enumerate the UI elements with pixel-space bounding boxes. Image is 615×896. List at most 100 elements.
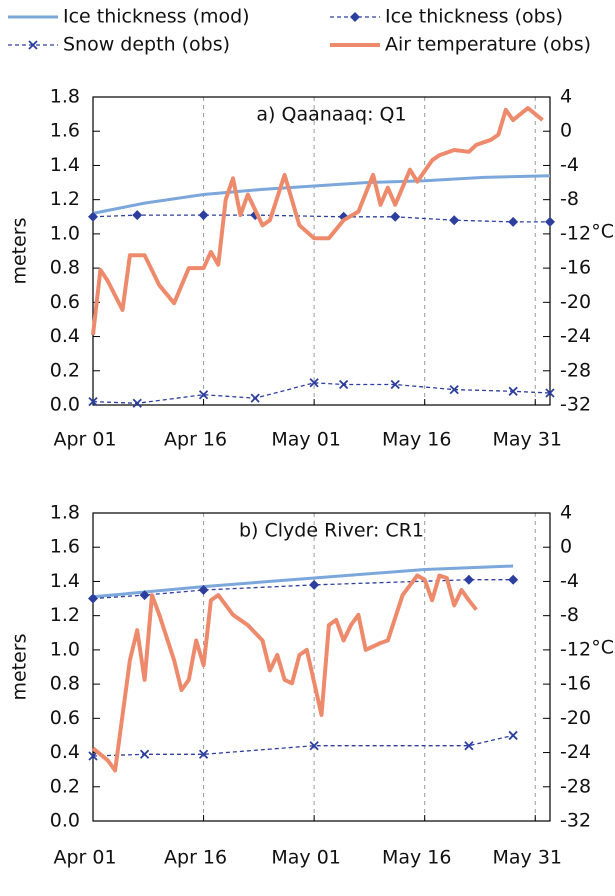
panel-title: b) Clyde River: CR1 bbox=[239, 520, 424, 542]
marker bbox=[508, 730, 518, 741]
series-line bbox=[92, 579, 514, 600]
marker bbox=[508, 386, 518, 396]
y-tick-label: 1.2 bbox=[50, 188, 80, 210]
y2-tick-label: -12 bbox=[560, 638, 591, 660]
y2-axis-label: °C bbox=[591, 220, 614, 242]
series-line bbox=[92, 174, 551, 215]
y2-tick-label: -24 bbox=[560, 741, 591, 763]
y2-tick-label: -4 bbox=[560, 570, 579, 592]
x-tick-label: May 01 bbox=[271, 847, 341, 869]
y-tick-label: 0.8 bbox=[50, 673, 80, 695]
marker bbox=[198, 390, 209, 400]
x-tick-label: May 31 bbox=[493, 847, 563, 869]
legend-label: Air temperature (obs) bbox=[385, 34, 591, 56]
series-line bbox=[92, 734, 514, 757]
legend-label: Ice thickness (obs) bbox=[385, 6, 563, 28]
y2-tick-label: -28 bbox=[560, 359, 591, 381]
y-tick-label: 1.4 bbox=[50, 570, 80, 592]
y-tick-label: 1.0 bbox=[50, 638, 80, 660]
y2-tick-label: -32 bbox=[560, 394, 591, 416]
x-tick-label: May 31 bbox=[493, 429, 563, 451]
marker bbox=[309, 579, 320, 590]
y-tick-label: 1.4 bbox=[50, 154, 80, 176]
marker bbox=[508, 216, 519, 227]
marker bbox=[88, 211, 98, 222]
y-tick-label: 1.0 bbox=[50, 222, 80, 244]
marker bbox=[508, 574, 519, 585]
marker bbox=[449, 215, 460, 226]
legend-marker bbox=[28, 40, 38, 50]
legend-label: Ice thickness (mod) bbox=[63, 6, 250, 28]
y-tick-label: 0.6 bbox=[50, 707, 80, 729]
marker bbox=[390, 211, 401, 222]
marker bbox=[88, 396, 98, 407]
legend-label: Snow depth (obs) bbox=[63, 34, 230, 56]
y-tick-label: 0.4 bbox=[50, 325, 80, 347]
marker bbox=[545, 388, 555, 398]
marker bbox=[250, 393, 260, 403]
series-line bbox=[91, 573, 478, 773]
marker bbox=[449, 384, 459, 395]
y-tick-label: 1.2 bbox=[50, 604, 80, 626]
legend-marker bbox=[350, 12, 360, 22]
marker bbox=[198, 210, 209, 221]
series-line bbox=[92, 382, 551, 404]
y-tick-label: 0.6 bbox=[50, 291, 80, 313]
y2-tick-label: -12 bbox=[560, 222, 591, 244]
marker bbox=[132, 210, 143, 221]
y-tick-label: 0.2 bbox=[50, 775, 80, 797]
y2-tick-label: -8 bbox=[560, 188, 579, 210]
y-tick-label: 1.8 bbox=[50, 502, 80, 524]
x-tick-label: Apr 01 bbox=[53, 429, 116, 451]
y-tick-label: 0.0 bbox=[50, 810, 80, 832]
marker bbox=[309, 741, 319, 751]
y2-tick-label: -28 bbox=[560, 775, 591, 797]
marker bbox=[88, 593, 98, 604]
marker bbox=[464, 741, 474, 751]
y2-tick-label: 0 bbox=[560, 120, 572, 142]
marker bbox=[88, 751, 98, 761]
y-tick-label: 0.8 bbox=[50, 257, 80, 279]
y2-tick-label: -24 bbox=[560, 325, 591, 347]
x-tick-label: Apr 01 bbox=[53, 847, 116, 869]
panel-title: a) Qaanaaq: Q1 bbox=[256, 104, 406, 126]
marker bbox=[309, 378, 319, 388]
y-axis-label: meters bbox=[9, 217, 31, 284]
y2-tick-label: 4 bbox=[560, 502, 572, 524]
marker bbox=[139, 749, 150, 759]
y-tick-label: 0.2 bbox=[50, 359, 80, 381]
marker bbox=[545, 216, 555, 227]
series-line bbox=[92, 564, 514, 599]
y-tick-label: 0.0 bbox=[50, 394, 80, 416]
series-line bbox=[91, 106, 544, 336]
x-tick-label: Apr 16 bbox=[164, 429, 227, 451]
y-tick-label: 1.6 bbox=[50, 536, 80, 558]
marker bbox=[198, 749, 209, 759]
y2-tick-label: -4 bbox=[560, 154, 579, 176]
y2-tick-label: -32 bbox=[560, 810, 591, 832]
y-tick-label: 1.6 bbox=[50, 120, 80, 142]
y-tick-label: 1.8 bbox=[50, 86, 80, 108]
y-tick-label: 0.4 bbox=[50, 741, 80, 763]
y2-tick-label: -20 bbox=[560, 707, 591, 729]
y2-axis-label: °C bbox=[591, 636, 614, 658]
y2-tick-label: -20 bbox=[560, 291, 591, 313]
marker bbox=[338, 379, 349, 390]
y2-tick-label: 4 bbox=[560, 86, 572, 108]
marker bbox=[390, 379, 400, 390]
y2-tick-label: -16 bbox=[560, 257, 591, 279]
y-axis-label: meters bbox=[9, 633, 31, 700]
x-tick-label: Apr 16 bbox=[164, 847, 227, 869]
x-tick-label: May 01 bbox=[271, 429, 341, 451]
plot-frame bbox=[92, 512, 551, 822]
marker bbox=[132, 398, 142, 408]
series-line bbox=[92, 214, 550, 223]
y2-tick-label: 0 bbox=[560, 536, 572, 558]
marker bbox=[198, 585, 209, 595]
marker bbox=[463, 574, 474, 585]
y2-tick-label: -8 bbox=[560, 604, 579, 626]
plot-frame bbox=[92, 96, 551, 406]
marker bbox=[139, 590, 150, 601]
